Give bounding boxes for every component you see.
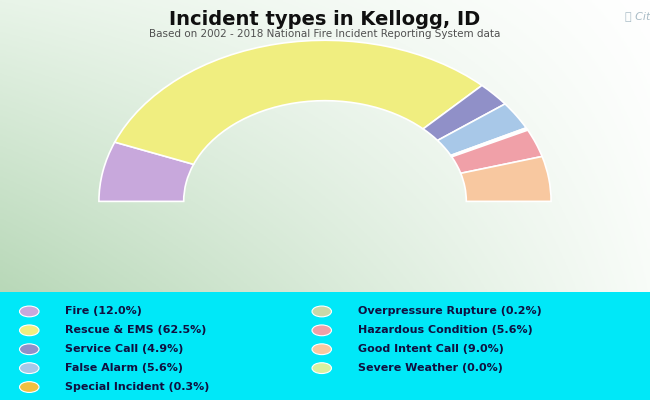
Wedge shape (437, 104, 526, 156)
Wedge shape (99, 142, 194, 201)
Text: Severe Weather (0.0%): Severe Weather (0.0%) (358, 363, 502, 373)
Text: Hazardous Condition (5.6%): Hazardous Condition (5.6%) (358, 325, 532, 335)
Text: Incident types in Kellogg, ID: Incident types in Kellogg, ID (170, 10, 480, 29)
Ellipse shape (20, 382, 39, 392)
Ellipse shape (20, 306, 39, 317)
Text: Rescue & EMS (62.5%): Rescue & EMS (62.5%) (65, 325, 207, 335)
Ellipse shape (20, 325, 39, 336)
Wedge shape (461, 156, 551, 201)
Text: Fire (12.0%): Fire (12.0%) (65, 306, 142, 316)
Ellipse shape (312, 325, 332, 336)
Wedge shape (451, 129, 528, 157)
Text: Special Incident (0.3%): Special Incident (0.3%) (65, 382, 209, 392)
Ellipse shape (312, 306, 332, 317)
Ellipse shape (20, 344, 39, 355)
Text: Good Intent Call (9.0%): Good Intent Call (9.0%) (358, 344, 503, 354)
Wedge shape (452, 130, 542, 173)
Ellipse shape (20, 363, 39, 374)
Wedge shape (423, 86, 505, 140)
Wedge shape (115, 40, 482, 164)
Text: Overpressure Rupture (0.2%): Overpressure Rupture (0.2%) (358, 306, 541, 316)
Ellipse shape (312, 363, 332, 374)
Text: False Alarm (5.6%): False Alarm (5.6%) (65, 363, 183, 373)
Ellipse shape (312, 344, 332, 355)
Text: Service Call (4.9%): Service Call (4.9%) (65, 344, 183, 354)
Text: Based on 2002 - 2018 National Fire Incident Reporting System data: Based on 2002 - 2018 National Fire Incid… (150, 29, 500, 39)
Wedge shape (450, 128, 527, 156)
Text: ⓘ City-Data.com: ⓘ City-Data.com (625, 12, 650, 22)
